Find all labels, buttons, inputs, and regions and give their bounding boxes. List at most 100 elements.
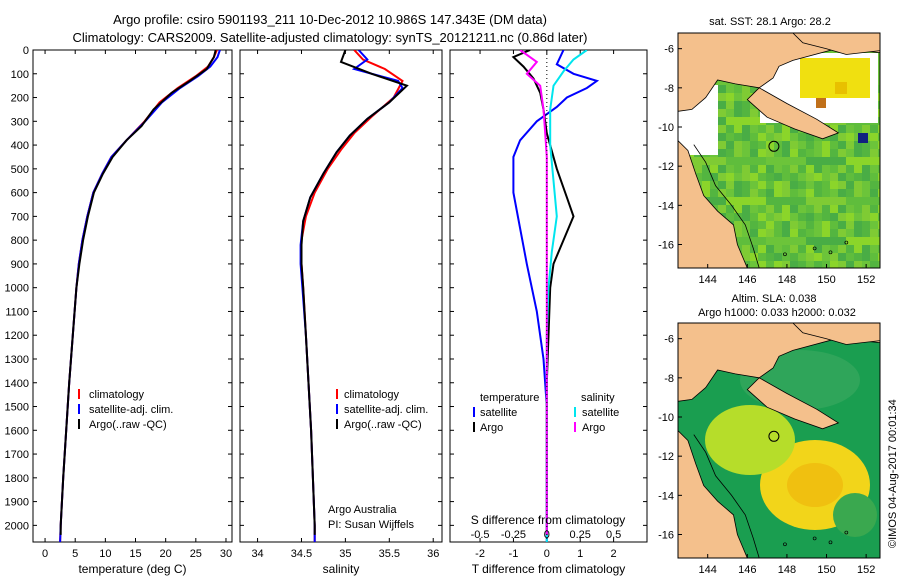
sst-cell [758,125,766,133]
temp-legend-label: satellite-adj. clim. [89,404,173,416]
sst-cell [806,245,814,253]
sst-cell [822,245,830,253]
diff-s-label: S difference from climatology [471,513,626,527]
sst-cell [854,261,862,268]
sst-cell [782,181,790,189]
sst-cell [830,165,838,173]
sst-cell [846,141,854,149]
temperature-panel: 0 5 10 15 20 25 300100200300400500600700800900… [5,45,233,576]
sst-cell [814,237,822,245]
sst-cell [830,213,838,221]
sst-cell [878,101,880,109]
sst-cell [830,173,838,181]
diff-legend-label: satellite [582,407,619,419]
sst-cell [742,101,750,109]
sst-cell [822,253,830,261]
sst-cell [862,301,870,309]
sla-map-ytick-label: -10 [658,412,674,424]
sst-cell [758,141,766,149]
sst-cell [750,261,758,268]
sst-map-content [678,33,880,317]
sst-cell [718,109,726,117]
temperature-ytick-label: 1700 [5,449,29,461]
sst-cell [750,133,758,141]
sst-cell [678,269,686,277]
sst-cell [750,253,758,261]
difference-xlabel: T difference from climatology [472,562,626,576]
sst-cell [766,125,774,133]
sst-cell [694,293,702,301]
sst-map-islet [812,246,817,251]
sst-cell [814,149,822,157]
sst-cell [750,197,758,205]
sla-low [833,493,877,537]
sst-cell [822,293,830,301]
sst-cell [862,221,870,229]
sst-cell [742,133,750,141]
sst-cell [822,221,830,229]
sst-cell [782,173,790,181]
sst-cell [758,237,766,245]
sst-cell [830,189,838,197]
sst-cell [782,261,790,268]
sst-cell [838,245,846,253]
sst-cell [846,133,854,141]
sla-map-ytick-label: -16 [658,530,674,542]
sst-cell [846,197,854,205]
sst-cell [782,285,790,293]
sst-cell [718,141,726,149]
sst-cell [694,285,702,293]
sst-cell [846,205,854,213]
sst-cell [822,149,830,157]
sst-cell [766,253,774,261]
sst-cell [830,245,838,253]
sst-cell [862,189,870,197]
sst-cell [742,109,750,117]
imos-stamp: ©IMOS 04-Aug-2017 00:01:34 [887,399,899,548]
sst-cell [814,229,822,237]
sst-cell [742,245,750,253]
sst-cell [806,173,814,181]
sst-cell [846,189,854,197]
sla-map-xtick-label: 150 [817,564,835,576]
sst-cell [782,189,790,197]
sst-cell [862,125,870,133]
sst-map: 144 146 148 150 152 -6 -8 -10 -12 -14 -16 [658,32,881,317]
sst-map-xtick-label: 152 [857,274,875,286]
sst-cell [702,165,710,173]
sst-cell [750,157,758,165]
sst-cell [798,133,806,141]
sst-cell [854,141,862,149]
temperature-ytick-label: 2000 [5,520,29,532]
sst-cell [726,285,734,293]
sst-cell [862,309,870,317]
sla-mid [705,405,795,475]
sst-cell [774,213,782,221]
sst-cell [758,253,766,261]
header-line1: Argo profile: csiro 5901193_211 10-Dec-2… [113,12,547,27]
sst-cell [790,197,798,205]
sst-cell [758,261,766,268]
sst-cell [870,301,878,309]
sst-cell [854,245,862,253]
sst-cell [718,269,726,277]
sst-cell [790,181,798,189]
sst-cell [742,221,750,229]
sst-cell [838,205,846,213]
sst-cell [838,269,846,277]
sst-cell [718,293,726,301]
sla-map-ytick-label: -12 [658,451,674,463]
sst-cell [798,205,806,213]
temperature-ytick-label: 1300 [5,354,29,366]
sst-cell [726,117,734,125]
sal-legend-label: satellite-adj. clim. [344,404,428,416]
sst-cell [822,181,830,189]
temperature-ytick-label: 1100 [5,306,29,318]
sst-cell [830,149,838,157]
sst-cell [774,157,782,165]
sst-cell [774,181,782,189]
sst-cell [726,149,734,157]
sst-cell [774,133,782,141]
sst-cell [878,253,880,261]
sst-cell [878,133,880,141]
